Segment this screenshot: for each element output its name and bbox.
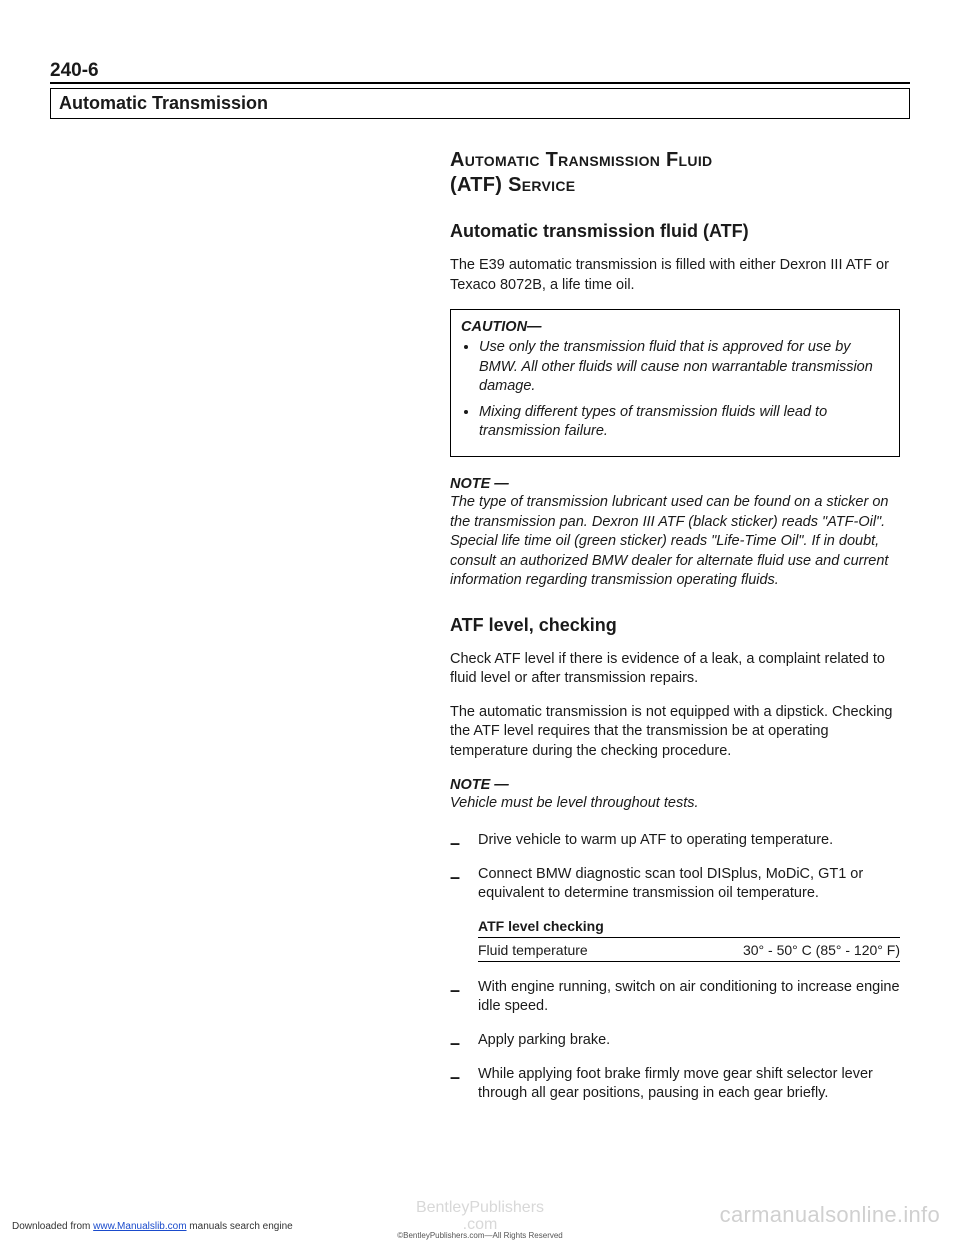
table-row: Fluid temperature 30° - 50° C (85° - 120… [478, 938, 900, 962]
step-list: With engine running, switch on air condi… [450, 978, 900, 1104]
content-column: Automatic Transmission Fluid (ATF) Servi… [450, 149, 910, 1104]
step-item: With engine running, switch on air condi… [450, 978, 900, 1017]
table-cell-label: Fluid temperature [478, 942, 588, 958]
watermark-site: carmanualsonline.info [720, 1202, 940, 1228]
step-item: While applying foot brake firmly move ge… [450, 1065, 900, 1104]
watermark-line1: BentleyPublishers [416, 1199, 544, 1216]
step-item: Drive vehicle to warm up ATF to operatin… [450, 831, 900, 851]
note-label: NOTE — [450, 476, 509, 492]
paragraph: Check ATF level if there is evidence of … [450, 650, 900, 689]
paragraph: The E39 automatic transmission is filled… [450, 256, 900, 295]
paragraph: The automatic transmission is not equipp… [450, 703, 900, 762]
heading-atf: Automatic transmission fluid (ATF) [450, 221, 900, 242]
caution-item: Use only the transmission fluid that is … [479, 338, 889, 397]
caution-label: CAUTION— [461, 319, 542, 335]
note-body: Vehicle must be level throughout tests. [450, 794, 900, 814]
note-body: The type of transmission lubricant used … [450, 493, 900, 591]
major-title-line2: (ATF) Service [450, 174, 900, 197]
footer-link[interactable]: www.Manualslib.com [93, 1221, 186, 1232]
step-item: Connect BMW diagnostic scan tool DISplus… [450, 865, 900, 904]
manual-page: 240-6 Automatic Transmission Automatic T… [0, 0, 960, 1158]
section-header-box: Automatic Transmission [50, 88, 910, 119]
page-number: 240-6 [50, 60, 910, 84]
note-block: NOTE — Vehicle must be level throughout … [450, 776, 900, 814]
footer-copyright: ©BentleyPublishers.com—All Rights Reserv… [397, 1231, 563, 1240]
atf-level-table: ATF level checking Fluid temperature 30°… [478, 918, 900, 962]
footer-text-pre: Downloaded from [12, 1221, 93, 1232]
section-header: Automatic Transmission [59, 93, 268, 113]
footer-download: Downloaded from www.Manualslib.com manua… [12, 1221, 293, 1232]
table-title: ATF level checking [478, 918, 900, 938]
major-title-line1: Automatic Transmission Fluid [450, 149, 900, 172]
note-block: NOTE — The type of transmission lubrican… [450, 475, 900, 591]
note-label: NOTE — [450, 777, 509, 793]
step-item: Apply parking brake. [450, 1031, 900, 1051]
caution-box: CAUTION— Use only the transmission fluid… [450, 309, 900, 457]
caution-item: Mixing different types of transmission f… [479, 403, 889, 442]
step-list: Drive vehicle to warm up ATF to operatin… [450, 831, 900, 904]
footer-text-post: manuals search engine [187, 1221, 293, 1232]
caution-list: Use only the transmission fluid that is … [461, 338, 889, 442]
table-cell-value: 30° - 50° C (85° - 120° F) [743, 942, 900, 958]
watermark-publisher: BentleyPublishers .com [416, 1199, 544, 1234]
heading-atf-level: ATF level, checking [450, 615, 900, 636]
